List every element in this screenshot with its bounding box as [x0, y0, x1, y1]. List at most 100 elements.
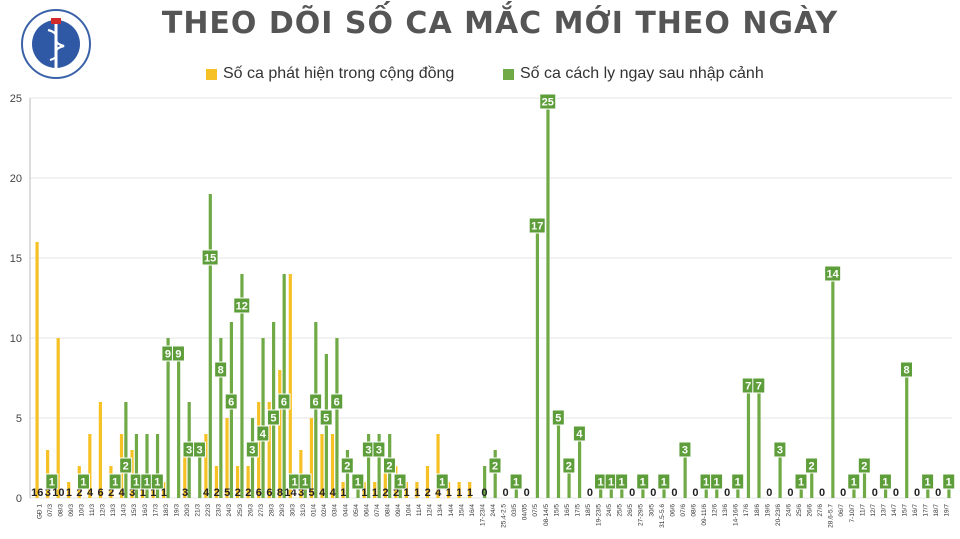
x-tick-label: 29/3 [279, 504, 286, 517]
x-tick-label: 02/4 [321, 504, 328, 517]
x-tick-label: 15/4 [458, 504, 465, 517]
bar-quarantine [810, 466, 814, 498]
data-label-box [171, 345, 185, 362]
data-label-quarantine: 1 [112, 477, 118, 489]
data-label-box [256, 425, 270, 442]
x-tick-label: 12/4 [427, 504, 434, 517]
bar-quarantine [377, 434, 381, 498]
x-tick-label: 09/3 [68, 504, 75, 517]
x-tick-label: 19-23/5 [596, 504, 603, 526]
data-label-quarantine: 8 [903, 365, 909, 377]
bar-quarantine [947, 482, 951, 498]
x-tick-label: 08/6 [690, 504, 697, 517]
data-label-quarantine: 0 [819, 487, 825, 499]
bar-quarantine [398, 482, 402, 498]
data-label-quarantine: 1 [439, 477, 445, 489]
y-tick-label: 10 [10, 333, 22, 345]
x-tick-label: 15/7 [902, 504, 909, 517]
data-label-box [150, 473, 164, 490]
x-tick-label: 14/3 [121, 504, 128, 517]
x-tick-label: 26/3 [247, 504, 254, 517]
data-label-box [805, 457, 819, 474]
data-label-quarantine: 1 [154, 477, 160, 489]
x-tick-label: 10/3 [78, 504, 85, 517]
data-label-quarantine: 1 [302, 477, 308, 489]
y-tick-label: 15 [10, 253, 22, 265]
data-label-quarantine: 2 [344, 461, 350, 473]
x-tick-label: 27-29/5 [638, 504, 645, 526]
x-tick-label: 28/3 [268, 504, 275, 517]
x-tick-label: 19/3 [173, 504, 180, 517]
data-label-box [298, 473, 312, 490]
data-label-quarantine: 12 [236, 301, 248, 313]
x-tick-label: 20-23/6 [775, 504, 782, 526]
bar-community [98, 402, 102, 498]
x-tick-label: 25/3 [237, 504, 244, 517]
data-label-quarantine: 0 [629, 487, 635, 499]
x-tick-label: 17/6 [743, 504, 750, 517]
bar-community [309, 418, 314, 498]
bar-community [330, 434, 335, 498]
data-label-community: 5 [224, 487, 230, 499]
bar-quarantine [578, 434, 582, 498]
bar-quarantine [799, 482, 803, 498]
data-label-box [657, 473, 671, 490]
bar-community [320, 434, 324, 498]
bar-community [162, 482, 166, 498]
y-tick-label: 0 [16, 493, 22, 505]
y-tick-label: 5 [16, 413, 22, 425]
data-label-quarantine: 0 [724, 487, 730, 499]
legend-item-community: Số ca phát hiện trong cộng đồng [206, 65, 454, 83]
data-label-community: 2 [235, 487, 241, 499]
data-label-community: 6 [98, 487, 104, 499]
x-tick-label: 14/7 [891, 504, 898, 517]
data-label-box [488, 457, 502, 474]
bar-quarantine [546, 98, 550, 498]
x-tick-label: 21/3 [195, 504, 202, 517]
data-label-quarantine: 0 [872, 487, 878, 499]
bar-quarantine [514, 482, 518, 498]
data-label-community: 1 [161, 487, 167, 499]
x-tick-label: 08/3 [57, 504, 64, 517]
data-label-community: 1 [150, 487, 156, 499]
data-label-box [309, 393, 323, 410]
bar-quarantine [884, 482, 888, 498]
data-label-quarantine: 1 [640, 477, 646, 489]
x-tick-label: 07/3 [47, 504, 54, 517]
y-tick-label: 25 [10, 93, 22, 105]
data-label-quarantine: 1 [714, 477, 720, 489]
data-label-community: 1 [340, 487, 346, 499]
bar-community [225, 418, 229, 498]
data-label-quarantine: 2 [566, 461, 572, 473]
data-label-quarantine: 1 [355, 477, 361, 489]
data-label-box [615, 473, 629, 490]
data-label-box [214, 361, 228, 378]
bar-community [151, 482, 155, 498]
x-tick-label: 15/5 [553, 504, 560, 517]
x-tick-label: 17/5 [574, 504, 581, 517]
x-tick-label: 23/3 [216, 504, 223, 517]
bar-quarantine [757, 386, 761, 498]
ministry-of-health-logo [21, 9, 91, 79]
bar-quarantine [324, 354, 328, 498]
bar-community [383, 466, 387, 498]
bar-quarantine [567, 466, 571, 498]
data-label-box [539, 93, 557, 110]
x-tick-label: 19/6 [764, 504, 771, 517]
data-label-box [193, 441, 207, 458]
x-tick-label: 08/4 [384, 504, 391, 517]
data-label-quarantine: 1 [513, 477, 519, 489]
bar-quarantine [483, 466, 487, 498]
data-label-quarantine: 0 [787, 487, 793, 499]
x-tick-label: 06/6 [669, 504, 676, 517]
data-label-box [351, 473, 365, 490]
x-tick-label: 22/3 [205, 504, 212, 517]
bar-quarantine [620, 482, 624, 498]
x-tick-label: 18/6 [754, 504, 761, 517]
x-tick-label: 24/5 [606, 504, 613, 517]
data-label-quarantine: 0 [502, 487, 508, 499]
data-label-quarantine: 0 [893, 487, 899, 499]
bar-quarantine [831, 274, 835, 498]
data-label-box [857, 457, 871, 474]
data-label-quarantine: 1 [882, 477, 888, 489]
